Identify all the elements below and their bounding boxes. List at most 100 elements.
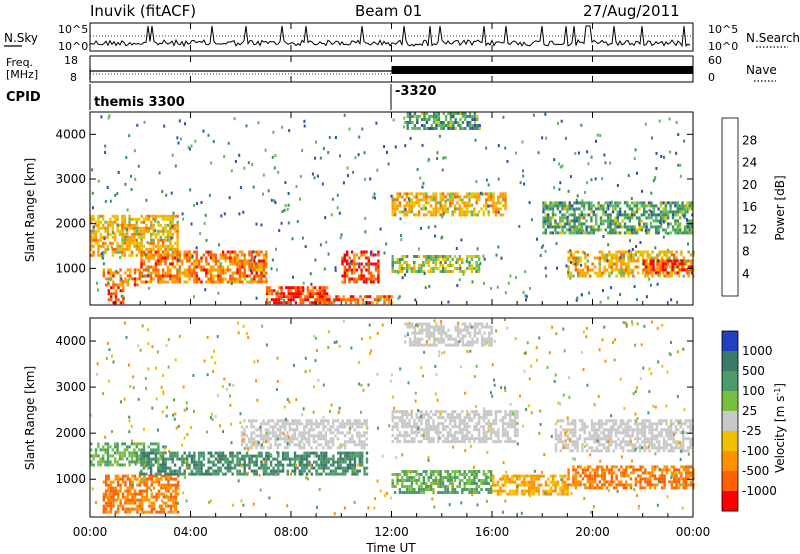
heat-cell [520,489,524,493]
heat-cell [140,237,143,241]
heat-cell [449,431,452,435]
heat-cell [195,472,198,476]
heat-cell [172,211,175,215]
heat-cell [152,265,155,269]
heat-cell [361,463,364,467]
heat-cell [367,262,370,266]
heat-cell [306,286,310,290]
heat-cell [176,271,179,275]
heat-cell [444,255,447,258]
heat-cell [410,207,414,211]
heat-cell [177,258,179,262]
heat-cell [579,271,582,275]
heat-cell [358,437,361,441]
heat-cell [140,241,143,245]
heat-cell [152,223,155,227]
heat-cell [537,489,540,493]
heat-cell [439,410,442,414]
heat-cell [154,253,158,257]
heat-cell [398,410,402,414]
heat-cell [176,229,179,233]
heat-cell [634,250,637,254]
heat-cell [681,259,684,263]
heat-cell [243,268,246,272]
heat-cell [385,298,389,302]
heat-cell [547,219,550,223]
heat-cell [167,486,170,490]
heat-cell [167,495,170,499]
heat-cell [262,268,266,272]
heat-cell [348,440,352,444]
heat-cell [427,419,430,423]
heat-cell [628,228,631,232]
heat-cell [355,422,359,426]
heat-cell [339,457,342,461]
heat-cell [253,277,256,281]
heat-cell [97,463,100,467]
heat-cell [561,216,564,220]
heat-cell [189,188,192,192]
heat-cell [348,422,352,426]
heat-cell [377,250,380,254]
heat-cell [650,283,652,287]
heat-cell [442,156,445,160]
heat-cell [111,214,114,218]
heat-cell [659,265,662,269]
heat-cell [590,225,593,229]
heat-cell [363,472,366,476]
heat-cell [214,262,218,266]
heat-cell [120,294,123,298]
heat-cell [561,229,564,233]
heat-cell [532,483,536,487]
heat-cell [542,210,545,214]
heat-cell [363,422,366,426]
heat-cell [461,213,464,217]
heat-cell [427,428,430,432]
heat-cell [504,422,507,426]
heat-cell [243,437,246,441]
heat-cell [504,195,507,199]
heat-cell [338,211,341,215]
heat-cell [129,507,132,511]
heat-cell [477,434,481,438]
heat-cell [398,201,402,205]
heat-cell [178,274,182,278]
heat-cell [405,434,409,438]
heat-cell [473,410,476,414]
heat-cell [303,425,306,429]
heat-cell [116,247,119,251]
heat-cell [253,454,256,458]
heat-cell [199,232,202,236]
heat-cell [167,489,170,493]
heat-cell [129,480,132,484]
heat-cell [351,425,354,429]
heat-cell [91,168,94,172]
heat-cell [243,472,246,476]
heat-cell [149,466,153,470]
heat-cell [499,486,502,490]
heat-cell [410,485,414,488]
heat-cell [142,220,146,224]
heat-cell [616,219,619,223]
heat-cell [240,440,244,444]
heat-cell [221,454,225,458]
heat-cell [311,301,314,305]
heat-cell [601,256,604,260]
heat-cell [492,201,495,205]
heat-cell [447,121,450,124]
heat-cell [463,428,466,432]
heat-cell [133,280,137,284]
heat-cell [439,264,442,267]
heat-cell [367,268,370,272]
heat-cell [131,501,134,505]
heat-cell [420,270,423,273]
heat-cell [572,274,575,278]
heat-cell [655,167,658,170]
heat-cell [306,298,310,302]
heat-cell [349,463,352,467]
heat-cell [171,469,174,473]
heat-cell [260,451,263,455]
heat-cell [238,472,242,476]
heat-cell [160,510,163,514]
